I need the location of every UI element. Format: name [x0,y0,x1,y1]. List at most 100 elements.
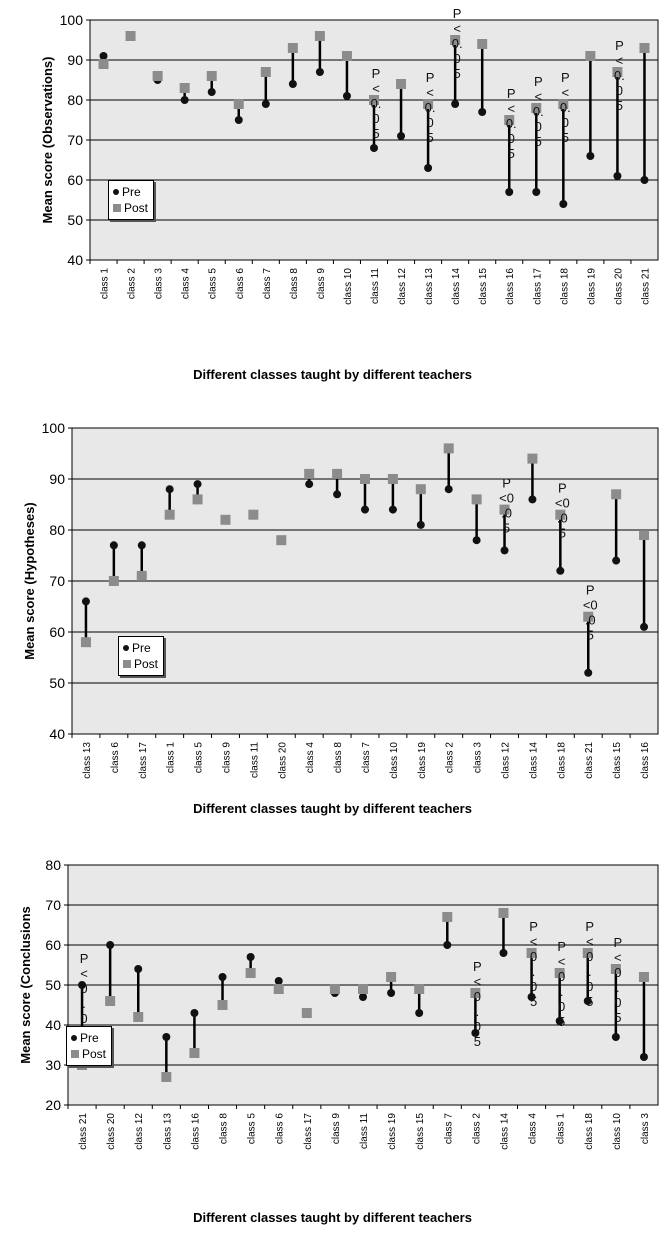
significance-annotation: P [426,70,435,85]
y-tick-label: 30 [45,1057,61,1073]
post-point [423,99,434,109]
significance-annotation: < [372,81,380,96]
post-point [558,99,569,109]
chart-observations-legend: Pre Post [108,180,155,220]
post-point [179,83,190,93]
post-point [136,570,147,581]
significance-annotation: 0 [426,115,433,130]
significance-annotation: 0 [530,949,537,964]
x-tick-label: class 20 [613,268,624,305]
x-tick-label: class 7 [262,268,273,300]
post-marker-icon [123,660,131,668]
x-tick-label: class 9 [316,268,327,300]
chart-conclusions: 20 30 40 50 60 70 80 Mean score (Conclusions cla… [0,840,665,1236]
x-tick-label: class 20 [106,1113,117,1150]
post-point [526,948,537,958]
x-tick-label: class 1 [100,268,111,300]
post-point [450,35,461,45]
y-tick-label: 80 [67,92,83,108]
pre-point [613,172,622,180]
x-tick-label: class 3 [154,268,165,300]
x-tick-label: class 9 [331,1113,342,1145]
post-point [273,984,284,994]
post-point [314,31,325,41]
significance-annotation: P [534,74,543,89]
pre-point [611,1033,620,1041]
post-point [583,611,594,622]
post-point [639,530,650,541]
post-marker-icon [113,204,121,212]
x-tick-label: class 3 [473,742,484,774]
x-tick-label: class 14 [451,268,462,305]
post-point [217,1000,228,1010]
y-tick-label: 70 [49,573,65,589]
post-point [582,948,593,958]
pre-point [639,1053,648,1061]
significance-annotation: 0 [454,51,461,66]
y-tick-label: 50 [67,212,83,228]
x-tick-label: class 6 [110,742,121,774]
y-tick-label: 60 [67,172,83,188]
post-point [108,576,119,586]
x-tick-label: class 2 [471,1113,482,1145]
post-point [192,494,203,505]
y-axis-label: Mean score (Conclusions [18,906,33,1063]
pre-point [556,566,565,575]
post-point [527,453,538,464]
significance-annotation: P [557,939,566,954]
significance-annotation: 0. [371,96,382,111]
x-tick-label: class 10 [343,268,354,305]
post-point [341,51,352,61]
post-point [639,43,650,53]
significance-annotation: <0 [555,496,570,511]
post-point [531,103,542,113]
y-tick-label: 100 [42,420,66,436]
x-tick-label: class 11 [249,742,260,778]
significance-annotation: < [534,89,542,104]
post-point [555,509,566,520]
y-tick-label: 100 [60,12,84,28]
post-point [358,984,368,994]
x-tick-label: class 8 [289,268,300,300]
x-tick-label: class 14 [528,742,539,779]
x-tick-label: class 11 [370,268,381,304]
y-tick-label: 40 [49,726,65,742]
x-tick-label: class 18 [559,268,570,305]
significance-annotation: . [82,996,86,1011]
post-point [133,1012,144,1022]
significance-annotation: 0. [425,100,436,115]
legend-item-post: Post [123,656,158,672]
post-point [105,996,116,1006]
pre-point [472,536,481,545]
significance-annotation: < [558,954,566,969]
x-tick-label: class 5 [194,742,205,774]
significance-annotation: P [80,951,89,966]
x-tick-label: class 2 [445,742,456,774]
pre-point [586,152,595,160]
y-tick-label: 70 [45,897,61,913]
y-tick-label: 50 [49,675,65,691]
post-point [611,489,622,500]
post-point [414,984,425,994]
significance-annotation: .0 [501,506,512,521]
chart-observations: 40 50 60 70 80 90 100 Mean score (Observations)… [0,0,665,400]
significance-annotation: 5 [559,526,566,541]
significance-annotation: < [507,101,515,116]
x-tick-label: class 17 [532,268,543,305]
x-tick-label: class 17 [138,742,149,779]
legend-label-post: Post [82,1047,107,1061]
post-point [554,968,565,978]
x-tick-label: class 18 [556,742,567,779]
significance-annotation: . [560,984,564,999]
significance-annotation: 0 [614,965,621,980]
pre-point [81,597,90,606]
x-tick-label: class 13 [82,742,93,779]
y-tick-label: 70 [67,132,83,148]
post-point [304,468,315,479]
x-tick-label: class 12 [134,1113,145,1150]
pre-point [288,80,297,88]
significance-annotation: < [80,966,88,981]
post-point [301,1008,312,1018]
chart-hypotheses-xlabel: Different classes taught by different te… [193,801,472,816]
pre-point [261,100,270,108]
